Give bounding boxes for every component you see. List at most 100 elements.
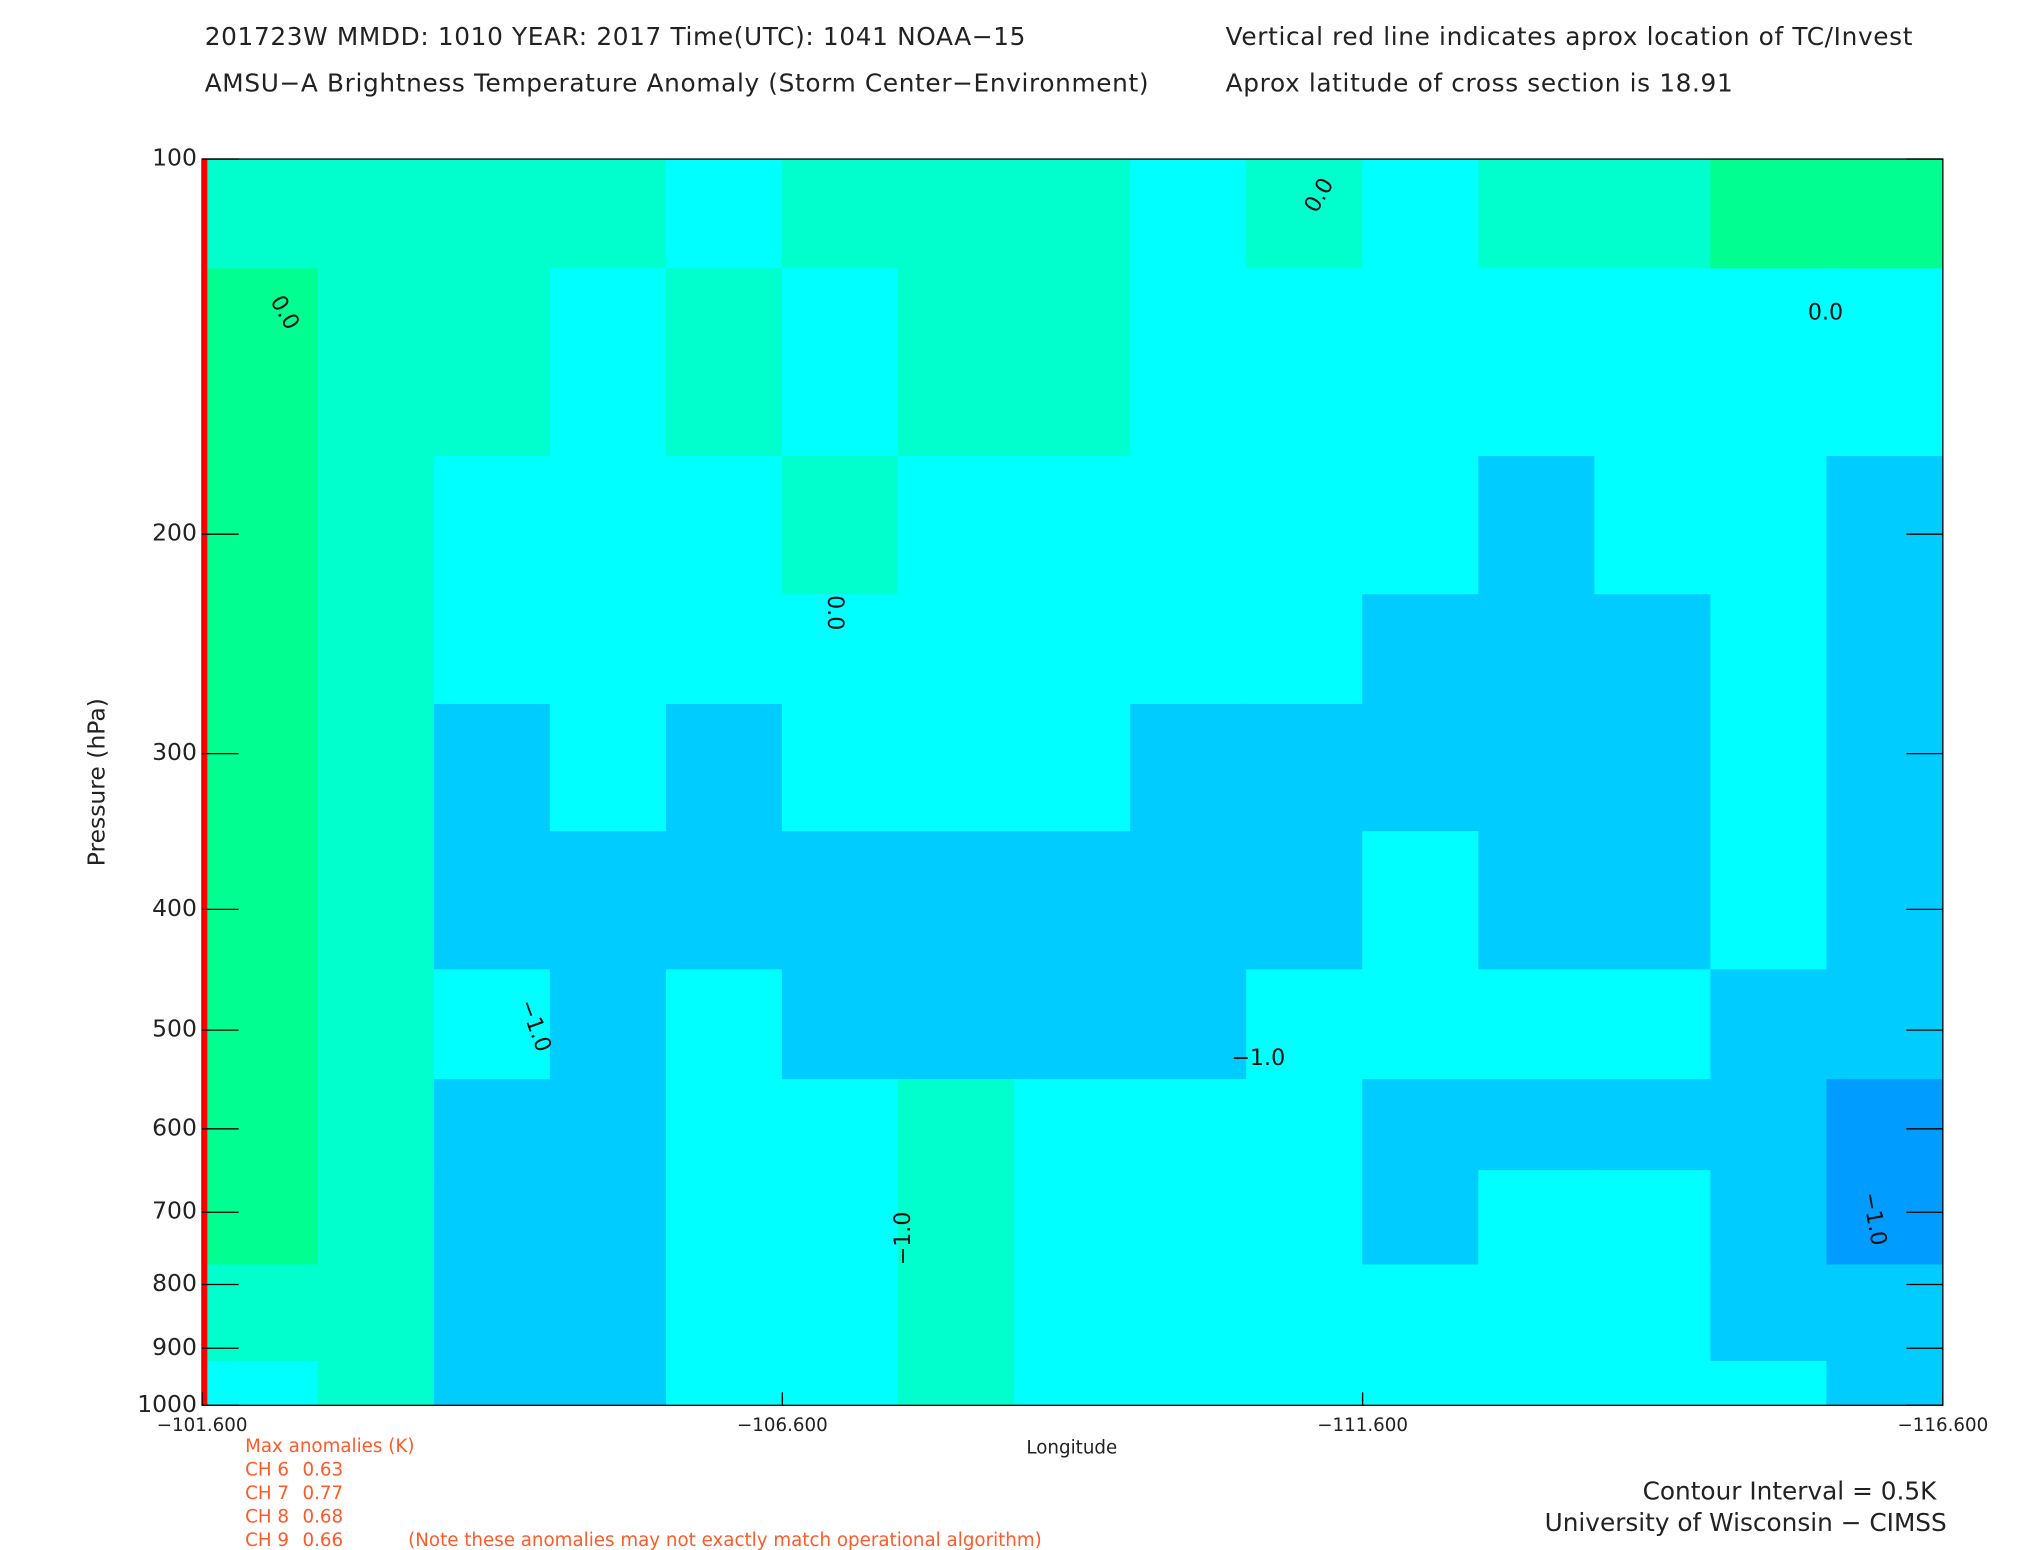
field-cell [549, 969, 667, 1080]
field-cell [1130, 703, 1247, 832]
field-cell [1594, 594, 1712, 705]
field-cell [1478, 158, 1596, 270]
field-cell [1594, 158, 1712, 270]
field-cell [549, 594, 667, 705]
y-tick-label: 700 [152, 1197, 197, 1225]
field-cell [1478, 831, 1596, 971]
field-cell [1246, 1360, 1363, 1406]
y-tick-label: 1000 [137, 1390, 197, 1418]
field-cell [1710, 831, 1828, 971]
field-cell [433, 1170, 551, 1266]
field-cell [1826, 703, 1944, 832]
contour-label: 0.0 [1808, 299, 1843, 325]
field-cell [201, 831, 319, 971]
field-cell [201, 969, 319, 1080]
y-tick-label: 400 [152, 894, 197, 922]
contour-field [201, 158, 1944, 1406]
field-cell [1362, 158, 1480, 270]
field-cell [549, 268, 667, 457]
field-cell [549, 1360, 667, 1406]
field-cell [1594, 969, 1712, 1080]
field-cell [433, 1360, 551, 1406]
field-cell [1710, 969, 1828, 1080]
field-cell [549, 455, 667, 595]
field-cell [1246, 1079, 1363, 1171]
field-cell [1826, 1360, 1944, 1406]
field-cell [201, 1079, 319, 1171]
field-cell [898, 158, 1015, 270]
field-cell [1130, 1170, 1247, 1266]
field-cell [1130, 158, 1247, 270]
field-cell [201, 1264, 319, 1362]
field-cell [1362, 455, 1480, 595]
field-cell [1246, 1170, 1363, 1266]
field-cell [201, 594, 319, 705]
footer: University of Wisconsin − CIMSS [1545, 1508, 1947, 1537]
overlay: 100 200 300 400 500 600 700 800 900 1000−101.600 −… [137, 144, 1988, 1550]
field-cell [1014, 1264, 1131, 1362]
field-cell [1246, 594, 1363, 705]
field-cell [201, 1170, 319, 1266]
field-cell [549, 831, 667, 971]
field-cell [1014, 969, 1131, 1080]
field-cell [1246, 703, 1363, 832]
field-cell [781, 1170, 899, 1266]
y-tick-label: 200 [152, 519, 197, 547]
field-cell [1826, 1170, 1944, 1266]
field-cell [1014, 158, 1131, 270]
title-line: 201723W MMDD: 1010 YEAR: 2017 Time(UTC):… [205, 22, 1026, 51]
field-cell [201, 1360, 319, 1406]
field-cell [1710, 158, 1828, 270]
field-cell [1246, 831, 1363, 971]
field-cell [433, 969, 551, 1080]
field-cell [1362, 703, 1480, 832]
field-cell [898, 1079, 1015, 1171]
contour-label: 0.0 [822, 595, 848, 630]
field-cell [433, 1079, 551, 1171]
field-cell [1362, 1360, 1480, 1406]
field-cell [1478, 703, 1596, 832]
field-cell [1478, 268, 1596, 457]
field-cell [549, 1079, 667, 1171]
field-cell [1014, 831, 1131, 971]
field-cell [1014, 594, 1131, 705]
field-cell [1014, 455, 1131, 595]
field-cell [1710, 268, 1828, 457]
field-cell [1246, 455, 1363, 595]
field-cell [1362, 969, 1480, 1080]
x-tick-label: −106.600 [737, 1415, 828, 1436]
contour-label: −1.0 [1231, 1045, 1285, 1071]
field-cell [549, 703, 667, 832]
field-cell [1014, 1360, 1131, 1406]
field-cell [1130, 969, 1247, 1080]
field-cell [1594, 1360, 1712, 1406]
field-cell [1014, 1079, 1131, 1171]
field-cell [665, 969, 783, 1080]
field-cell [1478, 1264, 1596, 1362]
field-cell [201, 703, 319, 832]
field-cell [1826, 594, 1944, 705]
field-cell [898, 969, 1015, 1080]
field-cell [317, 268, 435, 457]
anomaly-channel: CH 7 [245, 1483, 289, 1504]
field-cell [317, 969, 435, 1080]
field-cell [1246, 1264, 1363, 1362]
field-cell [1826, 969, 1944, 1080]
x-tick-label: −101.600 [157, 1415, 248, 1436]
field-cell [433, 1264, 551, 1362]
y-tick-label: 300 [152, 738, 197, 766]
field-cell [201, 455, 319, 595]
field-cell [1246, 969, 1363, 1080]
y-tick-label: 100 [152, 144, 197, 172]
field-cell [665, 1170, 783, 1266]
field-cell [549, 1170, 667, 1266]
field-cell [781, 703, 899, 832]
field-cell [1014, 1170, 1131, 1266]
field-cell [898, 594, 1015, 705]
field-cell [665, 1264, 783, 1362]
field-cell [1594, 1170, 1712, 1266]
field-cell [1594, 831, 1712, 971]
field-cell [317, 455, 435, 595]
field-cell [549, 1264, 667, 1362]
